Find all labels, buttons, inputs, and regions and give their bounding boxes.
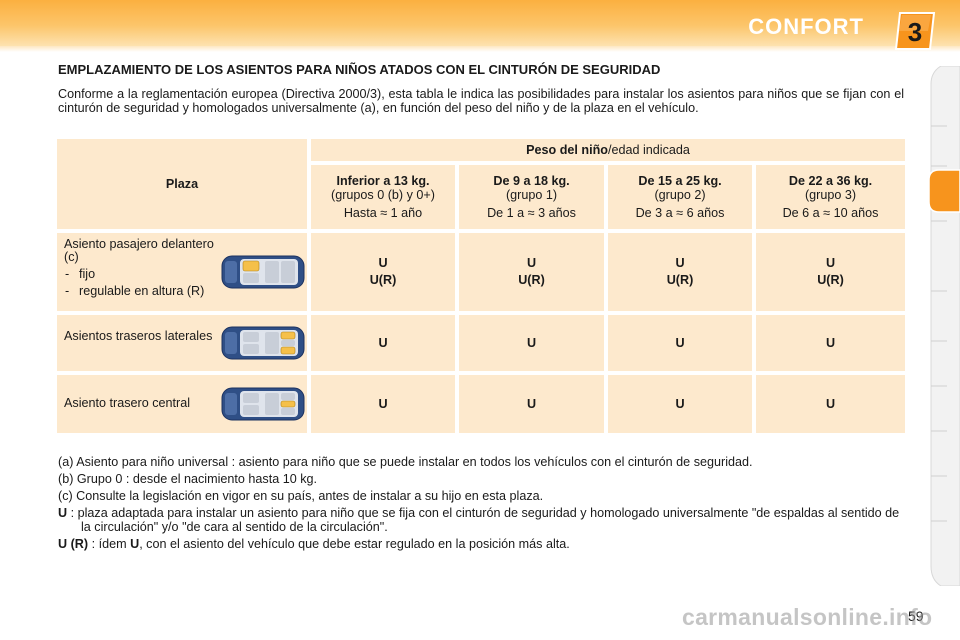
chapter-badge: 3 xyxy=(894,9,938,53)
child-seat-table: Plaza Peso del niño/edad indicada Inferi… xyxy=(57,139,905,433)
value-universal-raised: U(R) xyxy=(369,273,397,287)
footnotes: (a) Asiento para niño universal : asient… xyxy=(58,455,906,554)
value-universal: U xyxy=(825,335,836,350)
footnote-ur-term: U (R) xyxy=(58,537,89,551)
weight-header-rest: /edad indicada xyxy=(607,143,690,157)
value-cell: U xyxy=(608,315,752,371)
column-age: De 1 a ≈ 3 años xyxy=(487,206,576,220)
value-cell: U U(R) xyxy=(311,233,455,311)
value-universal: U xyxy=(675,256,685,270)
header-band xyxy=(0,0,960,46)
column-age: De 6 a ≈ 10 años xyxy=(782,206,879,220)
chapter-tab-strip xyxy=(927,66,960,586)
column-weight: De 9 a 18 kg. xyxy=(493,174,570,188)
row-label-cell: Asiento pasajero delantero (c) fijo regu… xyxy=(57,233,307,311)
column-header: De 15 a 25 kg. (grupo 2) De 3 a ≈ 6 años xyxy=(608,165,752,229)
header-fade xyxy=(0,46,960,52)
column-group: (grupos 0 (b) y 0+) xyxy=(331,188,435,202)
footnote-ur-term2: U xyxy=(130,537,140,551)
active-chapter-tab xyxy=(928,169,960,213)
value-universal: U xyxy=(378,256,388,270)
footnote-ur-text: , con el asiento del vehículo que debe e… xyxy=(139,537,570,551)
weight-header-bold: Peso del niño xyxy=(526,143,608,157)
row-label-text: Asiento pasajero delantero (c) xyxy=(64,237,214,264)
value-cell: U U(R) xyxy=(756,233,905,311)
column-group: (grupo 1) xyxy=(505,188,558,202)
value-cell: U xyxy=(311,375,455,433)
column-header: De 22 a 36 kg. (grupo 3) De 6 a ≈ 10 año… xyxy=(756,165,905,229)
row-label: Asiento pasajero delantero (c) fijo regu… xyxy=(64,237,214,299)
value-cell: U xyxy=(756,375,905,433)
value-cell: U xyxy=(608,375,752,433)
value-cell: U xyxy=(311,315,455,371)
footnote-ur: U (R) : ídem U, con el asiento del vehíc… xyxy=(58,537,906,551)
column-group: (grupo 3) xyxy=(804,188,857,202)
footnote-u-text: : plaza adaptada para instalar un asient… xyxy=(67,506,900,534)
plaza-header-cell: Plaza xyxy=(57,139,307,229)
value-universal-raised: U(R) xyxy=(817,273,844,287)
footnote-u-term: U xyxy=(58,506,68,520)
column-header: De 9 a 18 kg. (grupo 1) De 1 a ≈ 3 años xyxy=(459,165,604,229)
row-label-text: Asientos traseros laterales xyxy=(64,329,213,343)
weight-header-cell: Peso del niño/edad indicada xyxy=(311,139,905,161)
column-weight: De 15 a 25 kg. xyxy=(638,174,722,188)
value-cell: U U(R) xyxy=(459,233,604,311)
column-weight: Inferior a 13 kg. xyxy=(336,174,430,188)
value-universal: U xyxy=(526,335,537,350)
intro-paragraph: Conforme a la reglamentación europea (Di… xyxy=(58,87,904,115)
value-universal-raised: U(R) xyxy=(666,273,694,287)
column-weight: De 22 a 36 kg. xyxy=(788,174,873,188)
value-universal-raised: U(R) xyxy=(518,273,545,287)
footnote-ur-mid: : ídem xyxy=(88,537,131,551)
car-front-seat-icon xyxy=(221,253,305,291)
value-universal: U xyxy=(825,256,836,270)
footnote-u: U : plaza adaptada para instalar un asie… xyxy=(58,506,906,534)
value-cell: U xyxy=(459,375,604,433)
column-age: De 3 a ≈ 6 años xyxy=(635,206,725,220)
plaza-header: Plaza xyxy=(165,177,199,191)
value-universal: U xyxy=(825,396,836,411)
section-title: EMPLAZAMIENTO DE LOS ASIENTOS PARA NIÑOS… xyxy=(58,62,661,77)
footnote-b: (b) Grupo 0 : desde el nacimiento hasta … xyxy=(58,472,318,486)
value-universal: U xyxy=(675,335,685,350)
car-rear-side-seats-icon xyxy=(221,324,305,362)
value-universal: U xyxy=(675,396,685,411)
value-cell: U xyxy=(459,315,604,371)
value-universal: U xyxy=(526,256,537,270)
car-rear-center-seat-icon xyxy=(221,385,305,423)
footnote-c: (c) Consulte la legislación en vigor en … xyxy=(58,489,544,503)
column-age: Hasta ≈ 1 año xyxy=(343,206,423,220)
value-cell: U xyxy=(756,315,905,371)
chapter-number: 3 xyxy=(908,17,922,47)
page-number: 59 xyxy=(908,608,924,624)
value-cell: U U(R) xyxy=(608,233,752,311)
footnote-a: (a) Asiento para niño universal : asient… xyxy=(58,455,753,469)
watermark: carmanualsonline.info xyxy=(682,604,933,630)
row-label-cell: Asiento trasero central xyxy=(57,375,307,433)
value-universal: U xyxy=(378,396,388,411)
column-group: (grupo 2) xyxy=(654,188,706,202)
row-label-text: Asiento trasero central xyxy=(64,396,190,410)
value-universal: U xyxy=(526,396,537,411)
chapter-title: CONFORT xyxy=(748,14,864,39)
seat-options: fijo regulable en altura (R) xyxy=(64,268,214,299)
seat-option-adjustable: regulable en altura (R) xyxy=(64,285,214,299)
column-header: Inferior a 13 kg. (grupos 0 (b) y 0+) Ha… xyxy=(311,165,455,229)
seat-option-fixed: fijo xyxy=(64,268,214,282)
row-label-cell: Asientos traseros laterales xyxy=(57,315,307,371)
value-universal: U xyxy=(378,335,388,350)
